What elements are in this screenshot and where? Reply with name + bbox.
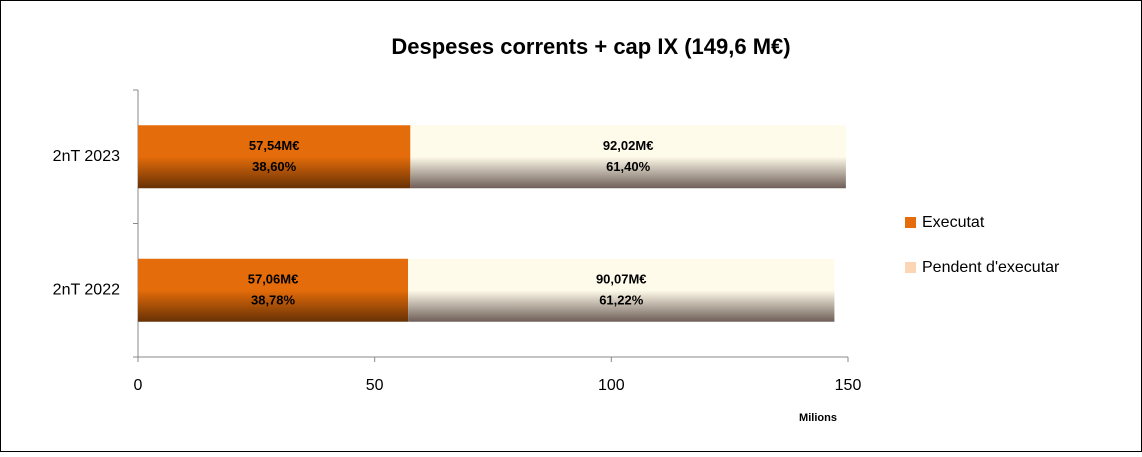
x-tick-label: 0 — [134, 377, 143, 394]
y-tick-label: 2nT 2023 — [53, 148, 120, 165]
percent-label: 61,40% — [606, 159, 651, 174]
chart-title: Despeses corrents + cap IX (149,6 M€) — [391, 34, 790, 59]
value-label: 92,02M€ — [603, 138, 654, 153]
bar — [138, 258, 409, 322]
legend-label: Executat — [922, 214, 985, 231]
legend-swatch — [905, 262, 916, 273]
legend-label: Pendent d'executar — [922, 259, 1060, 276]
percent-label: 38,78% — [251, 293, 296, 308]
bar — [410, 125, 846, 189]
percent-label: 38,60% — [252, 159, 297, 174]
x-tick-label: 150 — [835, 377, 862, 394]
y-tick-label: 2nT 2022 — [53, 281, 120, 298]
legend-swatch — [905, 217, 916, 228]
x-tick-label: 50 — [366, 377, 384, 394]
x-axis-label: Milions — [799, 412, 837, 424]
bar — [138, 125, 411, 189]
value-label: 57,06M€ — [248, 272, 299, 287]
value-label: 57,54M€ — [249, 138, 300, 153]
percent-label: 61,22% — [599, 293, 644, 308]
value-label: 90,07M€ — [596, 272, 647, 287]
x-tick-label: 100 — [598, 377, 625, 394]
bar — [408, 258, 835, 322]
